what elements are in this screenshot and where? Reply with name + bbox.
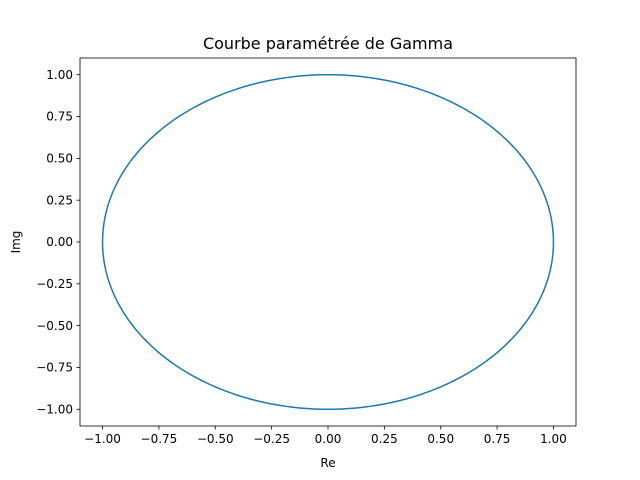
x-tick-label-7: 0.75 [484, 432, 511, 446]
y-tick-label-5: 0.25 [46, 193, 73, 207]
y-tick-label-0: −1.00 [36, 402, 73, 416]
x-tick-label-6: 0.50 [427, 432, 454, 446]
x-tick-label-3: −0.25 [253, 432, 290, 446]
x-axis-label: Re [320, 456, 335, 470]
y-tick-label-3: −0.25 [36, 277, 73, 291]
series-line-0 [101, 73, 555, 411]
x-tick-label-5: 0.25 [371, 432, 398, 446]
x-tick-label-8: 1.00 [540, 432, 567, 446]
y-tick-label-2: −0.50 [36, 319, 73, 333]
y-tick-label-8: 1.00 [46, 68, 73, 82]
y-tick-label-6: 0.50 [46, 152, 73, 166]
x-tick-label-0: −1.00 [84, 432, 121, 446]
y-axis-label: Img [9, 231, 23, 254]
x-tick-label-4: 0.00 [315, 432, 342, 446]
x-tick-label-1: −0.75 [141, 432, 178, 446]
plot-area: −1.00 −0.75 −0.50 −0.25 0.00 0.25 0.50 0.75 1.00… [36, 57, 577, 446]
y-tick-label-7: 0.75 [46, 110, 73, 124]
chart-title: Courbe paramétrée de Gamma [203, 34, 453, 53]
y-tick-label-4: 0.00 [46, 235, 73, 249]
x-tick-label-2: −0.50 [197, 432, 234, 446]
y-tick-label-1: −0.75 [36, 361, 73, 375]
